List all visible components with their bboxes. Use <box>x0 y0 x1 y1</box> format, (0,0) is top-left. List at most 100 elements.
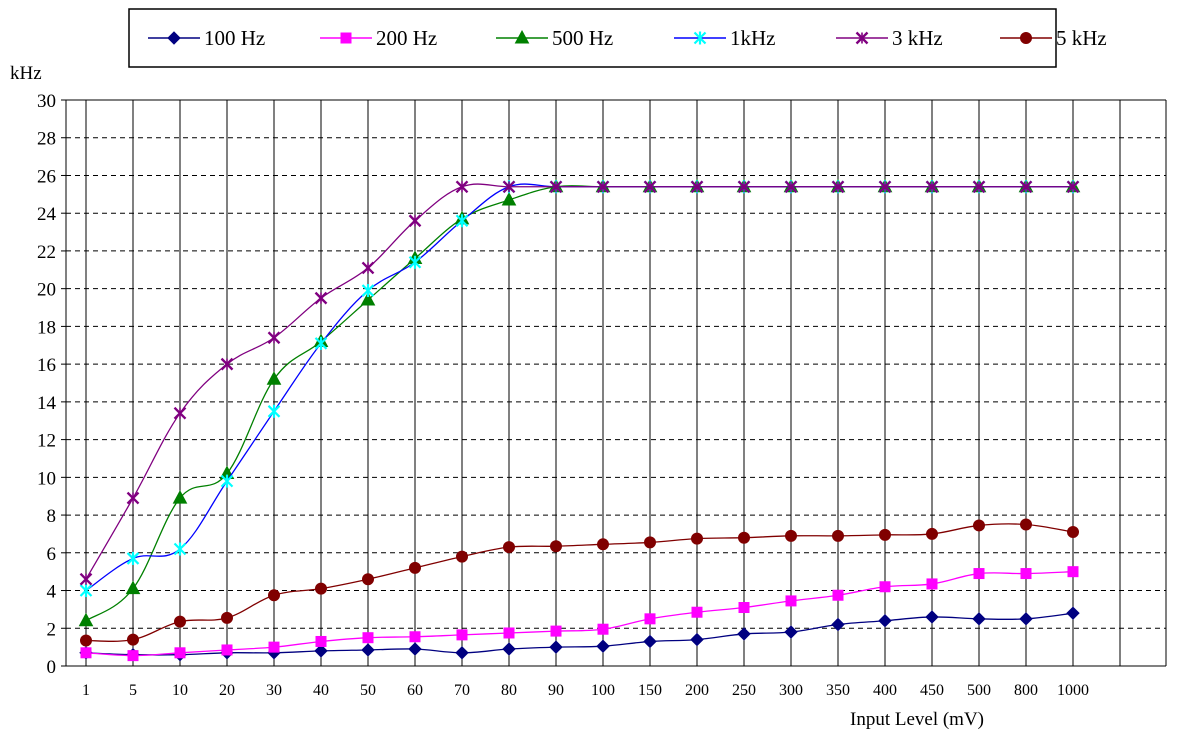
legend-entry: 100 Hz <box>148 26 265 50</box>
circle-marker <box>832 529 844 542</box>
square-marker <box>785 595 797 607</box>
data-point <box>167 31 181 45</box>
data-point <box>691 606 703 618</box>
data-point <box>360 291 376 306</box>
legend-label: 500 Hz <box>552 26 613 50</box>
data-point <box>596 180 610 194</box>
data-point <box>503 627 515 639</box>
data-point <box>1067 526 1079 539</box>
data-point <box>1067 566 1079 578</box>
x-tick-label: 200 <box>685 682 709 699</box>
data-point <box>1020 32 1032 44</box>
legend-label: 1kHz <box>730 26 776 50</box>
data-point <box>361 261 375 275</box>
data-point <box>314 644 328 658</box>
data-point <box>1020 568 1032 580</box>
data-point <box>972 612 986 626</box>
y-tick-label: 18 <box>37 317 56 338</box>
data-point <box>1020 518 1032 531</box>
data-point <box>738 531 750 544</box>
circle-marker <box>456 550 468 563</box>
square-marker <box>221 644 233 656</box>
y-tick-label: 4 <box>47 582 57 603</box>
data-point <box>80 647 92 659</box>
data-point <box>408 214 422 228</box>
square-marker <box>503 627 515 639</box>
circle-marker <box>973 519 985 532</box>
data-point <box>691 532 703 545</box>
legend-entry: 500 Hz <box>496 26 613 50</box>
square-marker <box>127 650 139 662</box>
square-marker <box>597 623 609 635</box>
data-point <box>784 180 798 194</box>
data-point <box>690 632 704 647</box>
data-point <box>926 527 938 540</box>
square-marker <box>268 641 280 653</box>
x-tick-label: 20 <box>219 682 235 699</box>
y-axis-label: kHz <box>10 63 42 84</box>
x-tick-label: 500 <box>967 682 991 699</box>
data-point <box>879 528 891 541</box>
square-marker <box>926 578 938 590</box>
x-tick-label: 90 <box>548 682 564 699</box>
data-point <box>127 633 139 646</box>
y-tick-label: 0 <box>47 657 57 678</box>
data-point <box>832 589 844 601</box>
data-point <box>973 568 985 580</box>
data-point <box>550 540 562 553</box>
y-tick-label: 14 <box>37 393 57 414</box>
legend-entry: 5 kHz <box>1000 26 1107 50</box>
diamond-marker <box>690 632 704 647</box>
data-point <box>973 519 985 532</box>
triangle-marker <box>501 191 517 206</box>
data-point <box>173 406 187 420</box>
y-tick-label: 30 <box>37 91 56 112</box>
circle-marker <box>503 541 515 554</box>
data-point <box>878 180 892 194</box>
circle-marker <box>315 582 327 595</box>
data-point <box>267 404 281 418</box>
data-point <box>737 627 751 641</box>
x-tick-label: 1 <box>82 682 90 699</box>
data-point <box>693 31 707 45</box>
data-point <box>172 490 188 504</box>
data-point <box>549 180 563 194</box>
square-marker <box>1067 566 1079 578</box>
data-point <box>314 291 328 305</box>
circle-marker <box>409 561 421 574</box>
data-point <box>972 180 986 194</box>
data-point <box>1019 180 1033 194</box>
circle-marker <box>738 531 750 544</box>
circle-marker <box>174 615 186 628</box>
diamond-marker <box>925 610 939 624</box>
data-point <box>361 643 375 657</box>
series-line <box>85 571 1074 657</box>
y-tick-label: 28 <box>37 129 56 150</box>
data-point <box>455 214 469 228</box>
data-point <box>597 623 609 635</box>
data-point <box>878 614 892 628</box>
series-3-khz <box>79 180 1080 586</box>
circle-marker <box>362 573 374 586</box>
data-point <box>174 647 186 659</box>
data-point <box>1066 180 1080 194</box>
diamond-marker <box>737 627 751 641</box>
legend-label: 200 Hz <box>376 26 437 50</box>
data-point <box>408 255 422 269</box>
circle-marker <box>550 540 562 553</box>
data-point <box>925 610 939 624</box>
data-point <box>455 180 469 194</box>
diamond-marker <box>596 639 610 653</box>
data-point <box>267 331 281 345</box>
y-tick-label: 10 <box>37 468 56 489</box>
circle-marker <box>644 536 656 549</box>
circle-marker <box>268 589 280 602</box>
circle-marker <box>597 538 609 551</box>
x-tick-label: 30 <box>266 682 282 699</box>
diamond-marker <box>408 642 422 656</box>
data-point <box>79 584 93 598</box>
y-tick-label: 12 <box>37 431 56 452</box>
data-point <box>926 578 938 590</box>
data-point <box>737 180 751 194</box>
